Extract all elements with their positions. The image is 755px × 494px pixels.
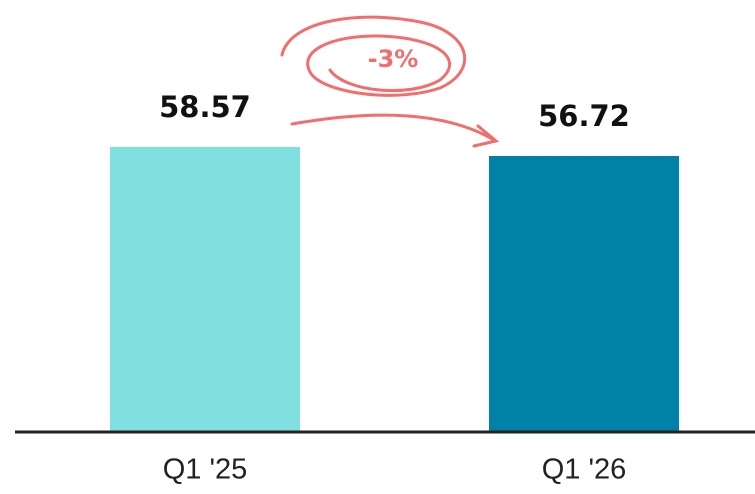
bar [489, 156, 679, 432]
bar [110, 147, 300, 432]
annotation: -3% [368, 45, 419, 73]
x-tick-label: Q1 '26 [542, 454, 627, 486]
value-label: 56.72 [538, 99, 630, 133]
annotation-swirl [280, 15, 500, 148]
x-tick-label: Q1 '25 [163, 454, 248, 486]
value-label: 58.57 [159, 90, 251, 124]
